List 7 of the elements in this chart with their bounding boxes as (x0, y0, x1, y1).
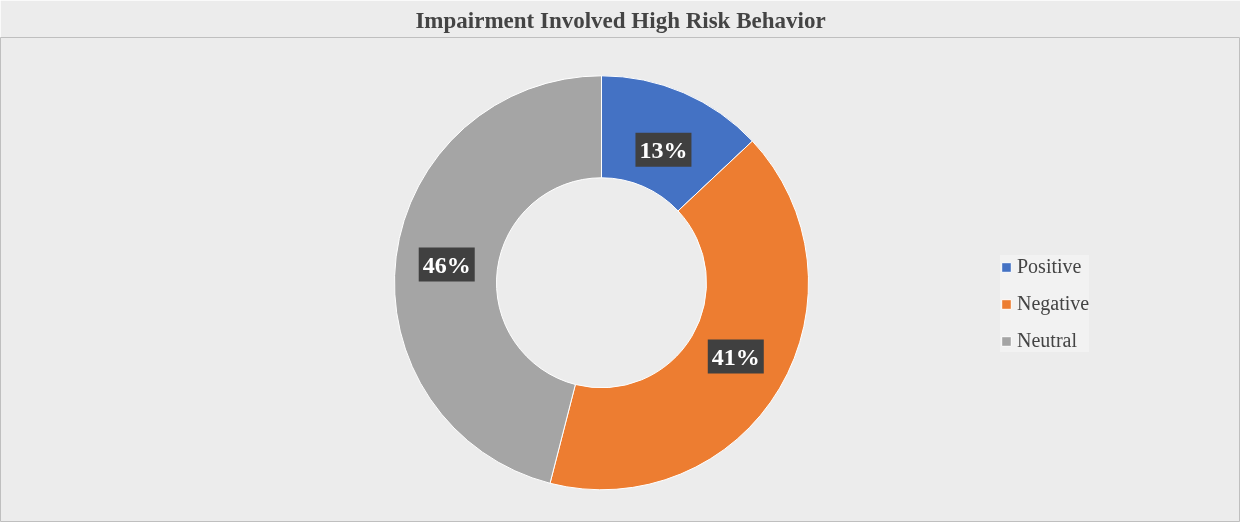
legend-label: Neutral (1017, 329, 1077, 352)
data-label: 13% (639, 136, 688, 163)
data-label: 41% (711, 343, 760, 370)
legend-label: Negative (1017, 292, 1090, 315)
chart-title: Impairment Involved High Risk Behavior (415, 7, 826, 33)
data-label: 46% (422, 251, 471, 278)
legend-label: Positive (1017, 255, 1082, 278)
